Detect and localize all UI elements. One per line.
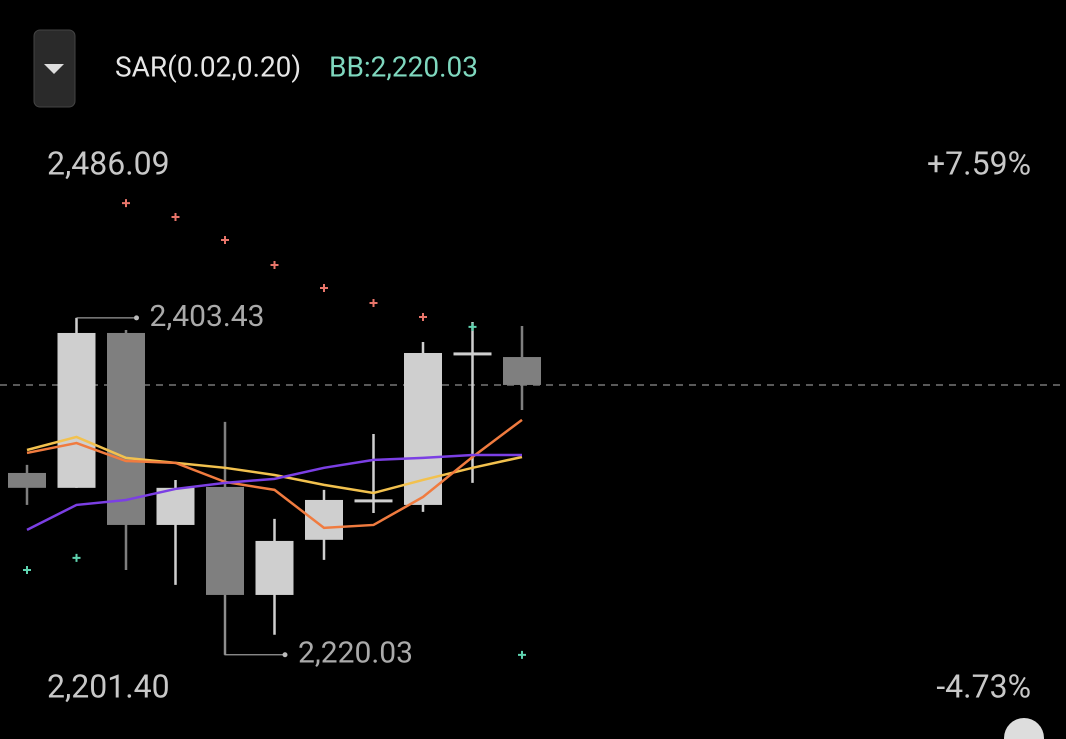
indicator-line [26, 453, 522, 532]
y-tick-label: 2,201.40 [47, 667, 170, 705]
sar-dot [122, 199, 130, 208]
sar-dot [518, 650, 526, 659]
indicator-label: SAR(0.02,0.20) [115, 50, 301, 83]
annotation-dot [282, 652, 288, 658]
sar-dot [23, 565, 31, 574]
candle-body [156, 487, 195, 525]
indicator-value: BB:2,220.03 [329, 50, 478, 83]
sar-dot [270, 261, 279, 270]
dropdown-button[interactable] [33, 29, 76, 108]
y2-tick-label: +7.59% [927, 144, 1031, 182]
candle-body [8, 472, 46, 488]
annotation-label: 2,220.03 [298, 636, 413, 671]
y2-tick-label: -4.73% [936, 667, 1031, 705]
annotation-dot [134, 315, 139, 321]
candle-body [453, 352, 492, 356]
candle-body [305, 499, 343, 540]
candle-body [57, 332, 96, 488]
candle-body [107, 332, 145, 525]
candle-body [404, 352, 442, 505]
sar-dot [221, 236, 229, 245]
y-tick-label: 2,486.09 [47, 144, 170, 182]
annotation-leader [224, 594, 285, 656]
corner-button[interactable] [1004, 718, 1044, 739]
indicator-line [26, 418, 523, 530]
candle-body [206, 486, 244, 595]
candle-body [255, 540, 294, 595]
sar-dot [320, 283, 328, 292]
sar-dot [72, 553, 81, 562]
sar-dot [171, 213, 180, 222]
dropdown-arrow[interactable] [44, 64, 64, 74]
sar-dot [369, 299, 378, 308]
annotation-label: 2,403.43 [150, 299, 265, 334]
indicator-line [26, 435, 523, 495]
sar-dot [468, 322, 477, 331]
candle-body [503, 357, 541, 385]
sar-dot [419, 312, 427, 321]
candle-body [354, 499, 393, 503]
